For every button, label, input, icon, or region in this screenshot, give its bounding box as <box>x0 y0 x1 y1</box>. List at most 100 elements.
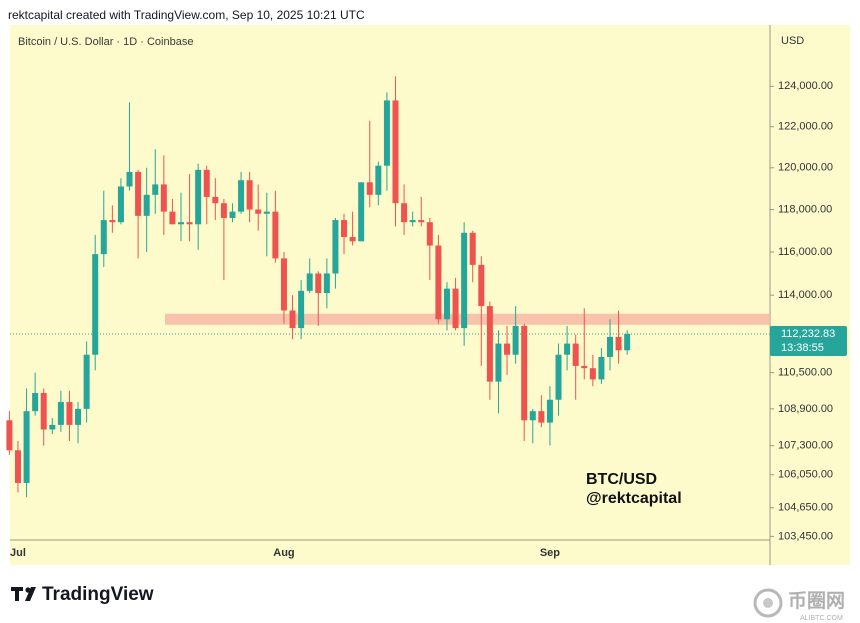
candle-body <box>538 411 545 423</box>
y-tick-label: 110,500.00 <box>778 367 832 379</box>
price-tag-label: 112,232.83 <box>781 328 835 340</box>
candle-body <box>160 184 167 212</box>
watermark-icon <box>753 588 783 618</box>
watermark-name: 币圈网 <box>788 590 845 612</box>
candle-body <box>418 220 425 223</box>
candle-body <box>203 169 210 197</box>
candle-body <box>23 411 30 483</box>
candle-body <box>401 203 408 223</box>
candle-body <box>589 368 596 380</box>
candle-body <box>624 333 631 351</box>
candle-body <box>272 211 279 259</box>
candle-body <box>409 220 416 223</box>
candle-body <box>435 245 442 320</box>
candle-body <box>452 288 459 329</box>
x-tick-label: Jul <box>10 547 26 559</box>
y-tick-label: 108,900.00 <box>778 403 833 415</box>
candle-body <box>66 402 73 425</box>
candle-body <box>255 209 262 214</box>
candle-body <box>469 232 476 265</box>
price-tag <box>770 325 847 356</box>
candle-body <box>195 169 202 225</box>
candle-body <box>126 171 133 187</box>
candle-body <box>546 399 553 423</box>
logo-icon <box>11 587 36 601</box>
y-tick-label: 103,450.00 <box>778 530 833 542</box>
candle-body <box>581 365 588 369</box>
y-tick-label: 106,050.00 <box>778 469 833 481</box>
candle-body <box>212 196 219 204</box>
candle-body <box>349 237 356 242</box>
candle-body <box>117 186 124 223</box>
candle-body <box>57 402 64 425</box>
candle-body <box>332 220 339 274</box>
candle-body <box>220 203 227 218</box>
candle-body <box>178 222 184 225</box>
y-tick-label: 116,000.00 <box>778 246 832 258</box>
candle-body <box>443 288 450 320</box>
candle-body <box>392 100 399 204</box>
countdown: 13:38:55 <box>781 342 824 354</box>
candle-body <box>32 392 39 412</box>
candle-body <box>40 392 47 430</box>
candle-body <box>461 232 468 329</box>
candle-body <box>478 264 485 307</box>
candle-body <box>607 336 613 357</box>
candle-body <box>486 306 493 382</box>
candle-body <box>426 222 433 246</box>
candle-body <box>186 222 193 225</box>
y-tick-label: 120,000.00 <box>778 162 833 174</box>
candle-body <box>341 220 348 238</box>
candle-body <box>109 220 116 223</box>
candle-body <box>49 424 56 430</box>
candle-body <box>75 408 82 425</box>
header: rektcapital created with TradingView.com… <box>8 8 365 22</box>
candle-body <box>564 343 571 355</box>
y-tick-label: 118,000.00 <box>778 203 832 215</box>
candle-body <box>152 184 159 195</box>
symbol-title: Bitcoin / U.S. Dollar · 1D · Coinbase <box>18 36 193 48</box>
currency: USD <box>781 35 804 47</box>
candle-body <box>263 211 270 214</box>
plot <box>6 76 770 498</box>
annotation: @rektcapital <box>586 490 682 507</box>
candle-body <box>383 100 390 166</box>
candle-body <box>306 273 313 291</box>
candle-body <box>375 165 382 195</box>
candle-body <box>289 310 296 329</box>
y-tick-label: 104,650.00 <box>778 502 833 514</box>
candle-body <box>495 343 502 382</box>
x-tick-label: Aug <box>273 547 294 559</box>
candle-body <box>555 354 562 400</box>
annotation: BTC/USD <box>586 471 657 488</box>
candle-body <box>529 411 536 421</box>
x-tick-label: Sep <box>540 547 560 559</box>
candle-body <box>298 290 305 329</box>
chart-panel <box>10 25 850 565</box>
candle-body <box>598 356 605 380</box>
candle-body <box>246 180 253 210</box>
candle-body <box>572 343 579 366</box>
watermark-site: ALIBTC.COM <box>800 615 843 622</box>
candle-body <box>143 194 150 216</box>
candle-body <box>280 258 287 311</box>
candle-body <box>135 171 142 216</box>
candle-body <box>100 220 107 255</box>
candle-body <box>83 354 90 409</box>
y-tick-label: 107,300.00 <box>778 440 833 452</box>
candle-body <box>504 343 511 355</box>
candle-body <box>521 325 528 421</box>
y-tick-label: 114,000.00 <box>778 289 832 301</box>
candle-body <box>615 336 622 351</box>
y-tick-label: 122,000.00 <box>778 121 833 133</box>
candle-body <box>358 182 365 242</box>
candle-body <box>92 254 99 355</box>
candle-body <box>315 273 322 294</box>
candle-body <box>323 273 330 294</box>
logo-text: TradingView <box>42 584 154 605</box>
candle-body <box>6 420 13 451</box>
candle-body <box>14 450 21 483</box>
candle-body <box>366 182 373 195</box>
candle-body <box>238 180 245 212</box>
